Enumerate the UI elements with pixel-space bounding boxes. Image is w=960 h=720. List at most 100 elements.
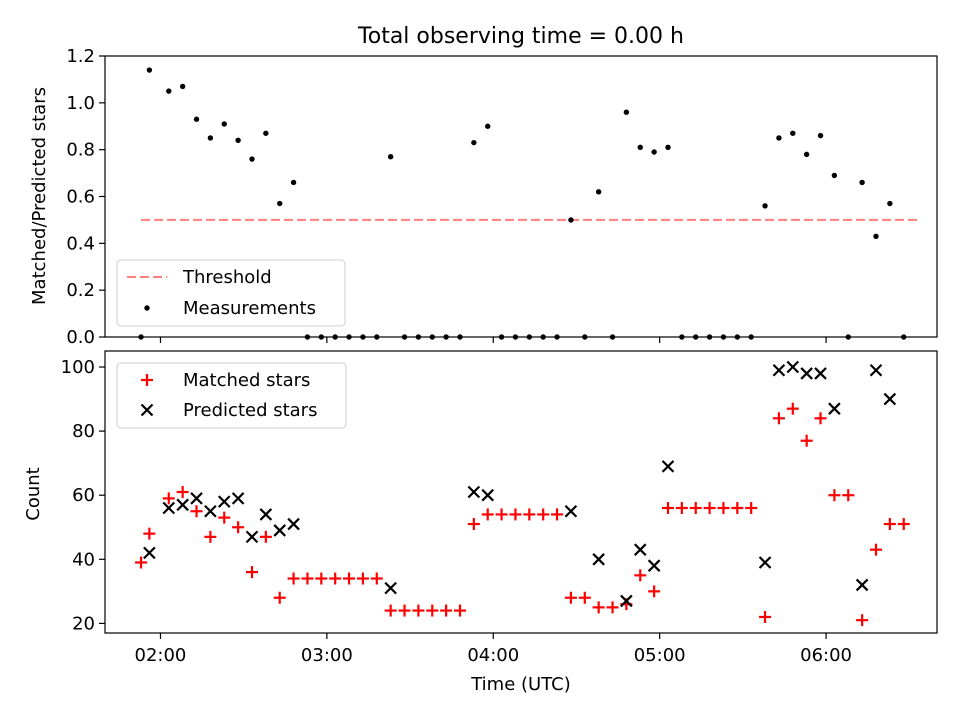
y-tick-label: 0.4 xyxy=(66,233,95,254)
predicted-point xyxy=(190,492,203,505)
predicted-point xyxy=(633,543,647,556)
matched-point xyxy=(453,604,466,617)
y-tick-label: 0.2 xyxy=(66,280,95,301)
y-tick-label: 0.8 xyxy=(66,140,95,161)
measurement-point xyxy=(387,153,394,160)
x-tick-label: 06:00 xyxy=(800,645,852,666)
count-x-axis-label: Time (UTC) xyxy=(470,674,571,695)
matched-point xyxy=(495,508,508,521)
matched-point xyxy=(537,508,550,521)
predicted-point xyxy=(231,492,245,505)
matched-point xyxy=(176,486,189,498)
predicted-point xyxy=(814,367,827,380)
predicted-point xyxy=(620,594,633,608)
measurement-point xyxy=(859,179,865,186)
matched-point xyxy=(731,502,744,515)
predicted-point xyxy=(217,495,231,508)
measurement-point xyxy=(595,189,602,195)
y-tick-label: 60 xyxy=(72,485,95,506)
predicted-point xyxy=(661,460,675,473)
matched-point xyxy=(384,604,397,617)
matched-point xyxy=(343,572,356,585)
predicted-point xyxy=(143,546,156,560)
y-tick-label: 0.6 xyxy=(66,187,95,208)
predicted-point xyxy=(647,559,661,572)
ratio-axis-ticks: 0.0 0.2 0.4 0.6 0.8 1.0 1.2 xyxy=(66,46,827,348)
predicted-point xyxy=(273,524,286,537)
measurement-point xyxy=(651,149,657,155)
matched-point xyxy=(143,527,156,540)
legend-plus-marker xyxy=(141,374,153,386)
y-tick-label: 40 xyxy=(72,549,95,570)
measurement-point xyxy=(873,233,879,240)
matched-point xyxy=(578,591,591,604)
matched-point xyxy=(370,572,383,585)
predicted-point xyxy=(786,360,800,374)
predicted-point xyxy=(800,367,813,380)
matched-point xyxy=(551,508,564,521)
matched-point xyxy=(661,502,674,515)
matched-point xyxy=(869,543,882,556)
y-tick-label: 1.0 xyxy=(66,93,95,114)
measurement-point xyxy=(263,130,269,136)
measurement-point xyxy=(623,109,630,115)
matched-point xyxy=(689,502,702,515)
ratio-panel: Total observing time = 0.00 h Matched/Pr… xyxy=(29,24,938,348)
matched-point xyxy=(786,402,799,415)
y-tick-label: 1.2 xyxy=(66,46,95,67)
predicted-point xyxy=(162,501,176,515)
ratio-y-axis-label: Matched/Predicted stars xyxy=(29,87,50,305)
count-panel: Count Time (UTC) 20 40 60 80 100 02:00 03:00 04… xyxy=(23,350,938,695)
predicted-point xyxy=(772,363,786,377)
matched-point xyxy=(883,518,896,531)
count-plot-frame xyxy=(104,350,938,634)
measurement-point xyxy=(221,121,227,127)
ratio-legend: Threshold Measurements xyxy=(116,259,346,327)
predicted-point xyxy=(592,553,605,566)
legend-matched-label: Matched stars xyxy=(183,370,310,391)
measurement-point xyxy=(790,130,796,136)
matched-point xyxy=(259,530,272,543)
predicted-point xyxy=(287,517,300,531)
matched-point xyxy=(356,572,369,585)
matched-point xyxy=(634,569,647,582)
measurement-point xyxy=(762,203,768,209)
predicted-point xyxy=(855,578,869,592)
legend-measurements-label: Measurements xyxy=(183,298,316,319)
measurement-point xyxy=(146,67,153,73)
measurement-point xyxy=(207,135,214,141)
measurement-point xyxy=(665,144,671,151)
matched-point xyxy=(329,572,342,585)
predicted-point xyxy=(467,485,481,499)
y-tick-label: 80 xyxy=(72,421,95,442)
measurement-point xyxy=(485,123,491,129)
matched-point xyxy=(523,508,536,521)
matched-point xyxy=(481,508,494,521)
matched-point xyxy=(190,505,203,518)
matched-point xyxy=(856,614,869,627)
predicted-point xyxy=(384,581,397,595)
predicted-point xyxy=(883,392,897,406)
matched-point xyxy=(772,412,785,425)
matched-point xyxy=(440,604,453,617)
matched-point xyxy=(467,518,480,531)
matched-point xyxy=(606,601,619,614)
matched-point xyxy=(135,556,148,569)
measurement-point xyxy=(637,144,643,151)
predicted-point xyxy=(204,504,217,518)
y-tick-label: 0.0 xyxy=(66,327,95,348)
matched-point xyxy=(509,508,522,521)
count-y-axis-label: Count xyxy=(23,467,44,520)
measurement-point xyxy=(166,88,172,94)
matched-point xyxy=(301,572,314,585)
matched-point xyxy=(897,518,910,531)
count-axis-ticks: 20 40 60 80 100 02:00 03:00 04:00 05:00 06:00 xyxy=(61,357,852,666)
y-tick-label: 100 xyxy=(61,357,95,378)
ratio-panel-title: Total observing time = 0.00 h xyxy=(357,24,684,49)
matched-point xyxy=(717,502,730,515)
legend-measurements-swatch xyxy=(144,305,150,311)
count-data-points xyxy=(135,360,910,627)
matched-point xyxy=(675,502,688,515)
matched-point xyxy=(842,489,855,502)
